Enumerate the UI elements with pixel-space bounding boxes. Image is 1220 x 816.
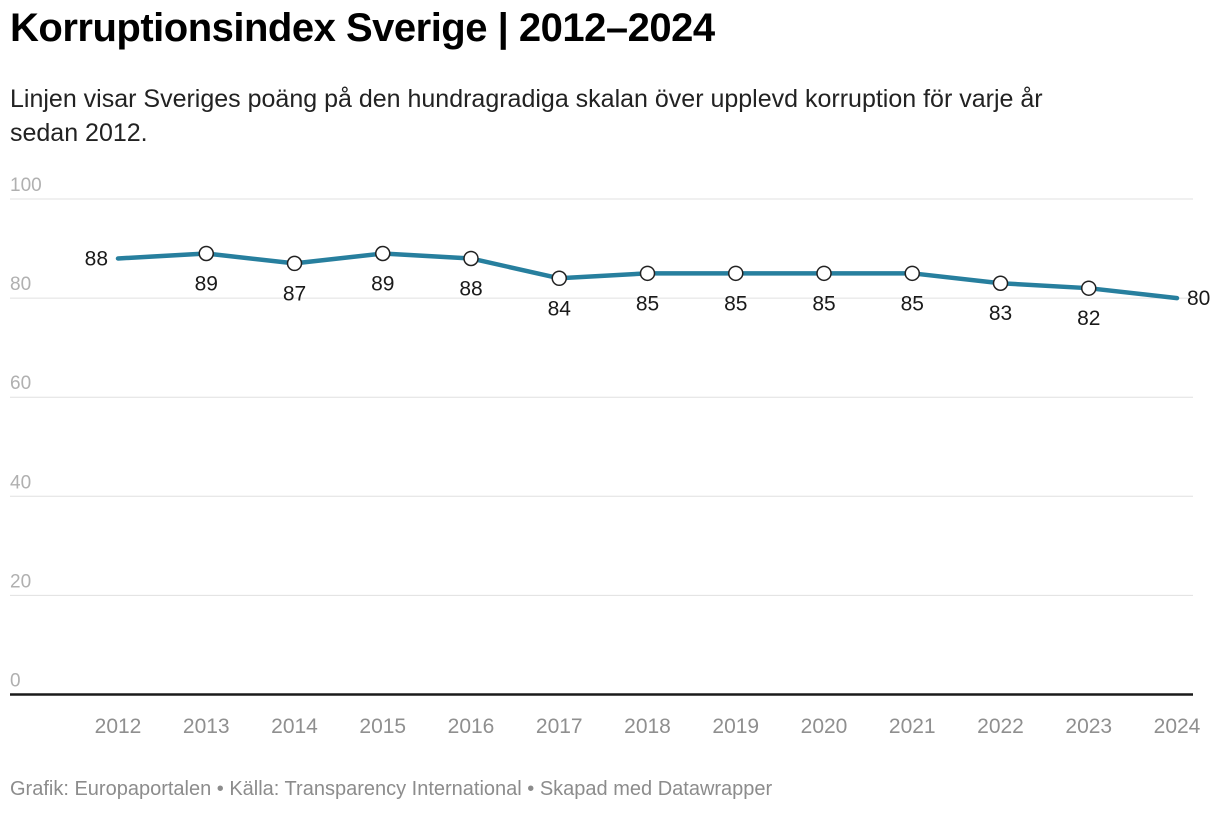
x-axis-tick-label: 2015 [359,715,406,738]
x-axis-tick-label: 2013 [183,715,230,738]
x-axis-tick-label: 2017 [536,715,583,738]
data-point-marker[interactable] [551,270,567,287]
data-point-marker[interactable] [463,250,479,267]
x-axis-tick-label: 2018 [624,715,671,738]
data-point-value-label: 84 [548,297,572,320]
data-point-marker[interactable] [816,265,832,282]
data-point-value-label: 83 [989,302,1012,325]
data-point-marker[interactable] [992,275,1009,291]
x-axis-tick-label: 2014 [271,715,318,738]
x-axis-tick-label: 2021 [889,715,936,738]
data-point-marker[interactable] [728,265,744,282]
data-point-value-label: 89 [371,273,394,296]
data-point-value-label: 85 [724,292,747,315]
data-point-value-label: 87 [283,282,306,305]
chart-title: Korruptionsindex Sverige | 2012–2024 [10,6,715,50]
x-axis-tick-label: 2016 [448,715,495,738]
y-axis-tick-label: 80 [10,274,31,295]
chart-subtitle-line1: Linjen visar Sveriges poäng på den hundr… [10,85,1043,113]
chart-subtitle-line2: sedan 2012. [10,119,148,147]
y-axis-tick-label: 0 [10,671,21,692]
x-axis-tick-label: 2020 [801,715,848,738]
data-point-value-label: 85 [901,292,924,315]
data-point-marker[interactable] [198,245,214,262]
chart-footer-attribution: Grafik: Europaportalen • Källa: Transpar… [10,778,773,800]
x-axis-tick-label: 2022 [977,715,1024,738]
chart-subtitle: Linjen visar Sveriges poäng på den hundr… [10,82,1180,150]
data-point-value-label: 82 [1077,307,1100,330]
data-point-marker[interactable] [639,265,656,282]
x-axis-tick-label: 2012 [95,715,142,738]
data-point-marker[interactable] [375,245,391,262]
y-axis-tick-label: 40 [10,472,31,493]
y-axis-tick-label: 60 [10,373,31,394]
y-axis-tick-label: 20 [10,571,31,592]
data-point-value-label: 88 [459,277,482,300]
data-point-marker[interactable] [286,255,303,272]
y-axis-tick-label: 100 [10,175,42,196]
data-point-value-label: 85 [812,292,835,315]
x-axis-tick-label: 2024 [1154,715,1201,738]
x-axis-tick-label: 2019 [712,715,759,738]
x-axis-tick-label: 2023 [1065,715,1112,738]
data-point-value-label: 85 [636,292,659,315]
data-point-marker[interactable] [1081,280,1097,296]
data-point-marker[interactable] [904,265,920,282]
data-point-value-label: 89 [195,273,218,296]
data-point-value-label: 80 [1187,287,1210,310]
data-point-value-label: 88 [85,247,108,270]
